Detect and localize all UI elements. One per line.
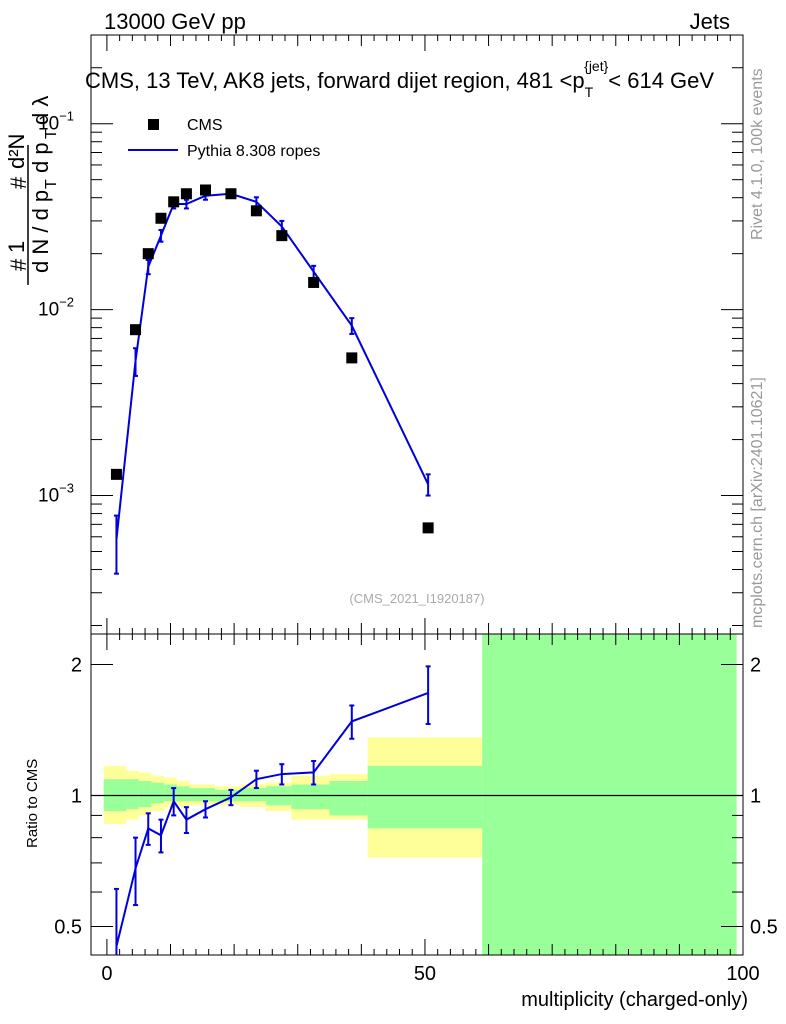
cms-data-point — [422, 522, 434, 534]
svg-text:d N / d p: d N / d p — [28, 190, 53, 273]
legend-cms-label: CMS — [187, 117, 223, 134]
ratio-y-tick-label: 1 — [71, 785, 82, 807]
band-green — [482, 634, 737, 955]
analysis-watermark: (CMS_2021_I1920187) — [349, 591, 484, 606]
band-green — [151, 782, 165, 804]
svg-text:#: # — [6, 258, 31, 271]
cms-data-point — [130, 324, 142, 336]
header-right-label: Jets — [690, 9, 730, 34]
main-title: CMS, 13 TeV, AK8 jets, forward dijet reg… — [85, 58, 714, 100]
cms-data-point — [142, 248, 154, 260]
legend: CMS Pythia 8.308 ropes — [128, 117, 320, 160]
pythia-line — [115, 192, 430, 540]
ratio-y-tick-label: 2 — [750, 654, 761, 676]
ratio-y-tick-label: 1 — [750, 785, 761, 807]
x-tick-label: 0 — [101, 963, 112, 985]
svg-text:d²N: d²N — [4, 134, 29, 169]
band-green — [125, 779, 139, 810]
main-y-axis-label: # 1 d N / d p T # d²N d p T d λ — [4, 96, 60, 285]
x-axis-label: multiplicity (charged-only) — [521, 989, 748, 1011]
band-green — [240, 788, 266, 802]
cms-data-point — [110, 468, 122, 480]
x-tick-label: 50 — [414, 963, 436, 985]
cms-data-point — [250, 205, 262, 217]
cms-data-point — [199, 184, 211, 196]
cms-data-point — [155, 212, 167, 224]
x-tick-label: 100 — [726, 963, 759, 985]
header-left-label: 13000 GeV pp — [104, 9, 246, 34]
cms-data-point — [346, 352, 358, 364]
band-green — [164, 784, 177, 802]
svg-text:d λ: d λ — [28, 96, 53, 125]
y-tick-label: 10−3 — [38, 481, 74, 507]
ratio-y-tick-label: 0.5 — [750, 916, 778, 938]
rivet-label: Rivet 4.1.0, 100k events — [749, 68, 766, 240]
mcplots-label: mcplots.cern.ch [arXiv:2401.10621] — [749, 377, 766, 628]
band-green — [138, 780, 152, 808]
ratio-plot-frame — [90, 633, 744, 956]
svg-text:T: T — [43, 129, 60, 139]
cms-data-point — [225, 188, 237, 200]
cms-data-point — [180, 188, 192, 200]
band-green — [329, 780, 368, 816]
cms-data-point — [168, 196, 180, 208]
y-tick-label: 10−2 — [38, 295, 74, 321]
svg-text:1: 1 — [4, 241, 29, 253]
band-green — [189, 788, 216, 802]
legend-cms-marker — [148, 119, 159, 130]
ratio-y-tick-label: 2 — [71, 654, 82, 676]
ratio-y-tick-label: 0.5 — [54, 916, 82, 938]
svg-text:T: T — [43, 179, 60, 189]
svg-text:#: # — [6, 176, 31, 189]
ratio-y-axis-label: Ratio to CMS — [24, 759, 41, 848]
svg-text:d p: d p — [28, 142, 53, 173]
band-green — [176, 786, 190, 802]
legend-pythia-label: Pythia 8.308 ropes — [187, 143, 320, 160]
band-green — [291, 784, 330, 810]
band-green — [367, 765, 483, 829]
cms-data-point — [308, 276, 320, 288]
cms-data-point — [276, 230, 288, 242]
